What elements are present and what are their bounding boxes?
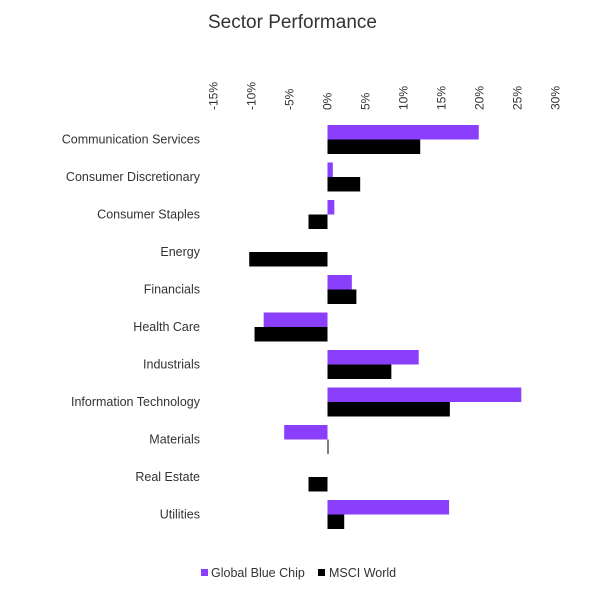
- bar-msci-world-utilities: [327, 514, 345, 529]
- category-label-real-estate: Real Estate: [135, 470, 200, 484]
- x-tick-label: -5%: [283, 88, 297, 110]
- chart-title: Sector Performance: [208, 12, 377, 33]
- bar-msci-world-information-technology: [327, 402, 450, 417]
- bar-global-blue-chip-materials: [284, 425, 328, 440]
- category-label-consumer-staples: Consumer Staples: [97, 208, 200, 222]
- x-tick-label: 20%: [473, 86, 487, 110]
- bar-global-blue-chip-information-technology: [327, 387, 522, 402]
- bar-msci-world-health-care: [254, 327, 328, 342]
- x-tick-label: 25%: [511, 86, 525, 110]
- bar-msci-world-communication-services: [327, 139, 421, 154]
- category-label-health-care: Health Care: [133, 320, 200, 334]
- bar-msci-world-energy: [249, 252, 328, 267]
- bar-msci-world-consumer-staples: [308, 214, 328, 229]
- bar-global-blue-chip-consumer-staples: [327, 200, 335, 215]
- bar-global-blue-chip-financials: [327, 275, 352, 290]
- category-label-information-technology: Information Technology: [71, 395, 201, 409]
- category-label-communication-services: Communication Services: [62, 133, 200, 147]
- category-label-materials: Materials: [149, 433, 200, 447]
- bar-global-blue-chip-industrials: [327, 350, 419, 365]
- category-label-utilities: Utilities: [160, 508, 200, 522]
- legend-label-msci-world: MSCI World: [329, 566, 396, 580]
- category-labels: Communication Services Consumer Discretio…: [62, 133, 201, 522]
- legend: Global Blue Chip MSCI World: [201, 566, 396, 580]
- x-axis-ticks: -15% -10% -5% 0% 5% 10% 15% 20% 25% 30%: [207, 82, 563, 110]
- x-tick-label: 0%: [321, 92, 335, 110]
- bar-msci-world-materials: [327, 439, 329, 454]
- bar-global-blue-chip-consumer-discretionary: [327, 162, 333, 177]
- legend-swatch-global-blue-chip: [201, 569, 208, 576]
- bar-global-blue-chip-communication-services: [327, 125, 479, 140]
- bar-msci-world-consumer-discretionary: [327, 177, 361, 192]
- bar-msci-world-industrials: [327, 364, 392, 379]
- legend-label-global-blue-chip: Global Blue Chip: [211, 566, 305, 580]
- x-tick-label: 15%: [435, 86, 449, 110]
- legend-swatch-msci-world: [318, 569, 325, 576]
- bar-msci-world-real-estate: [308, 477, 328, 492]
- x-tick-label: -15%: [207, 82, 221, 110]
- x-tick-label: -10%: [245, 82, 259, 110]
- x-tick-label: 5%: [359, 92, 373, 110]
- x-tick-label: 10%: [397, 86, 411, 110]
- x-tick-label: 30%: [549, 86, 563, 110]
- category-label-energy: Energy: [160, 245, 200, 259]
- bars: [249, 125, 522, 529]
- category-label-financials: Financials: [144, 283, 200, 297]
- bar-msci-world-financials: [327, 289, 357, 304]
- category-label-industrials: Industrials: [143, 358, 200, 372]
- bar-global-blue-chip-utilities: [327, 500, 450, 515]
- bar-global-blue-chip-health-care: [263, 312, 328, 327]
- category-label-consumer-discretionary: Consumer Discretionary: [66, 170, 201, 184]
